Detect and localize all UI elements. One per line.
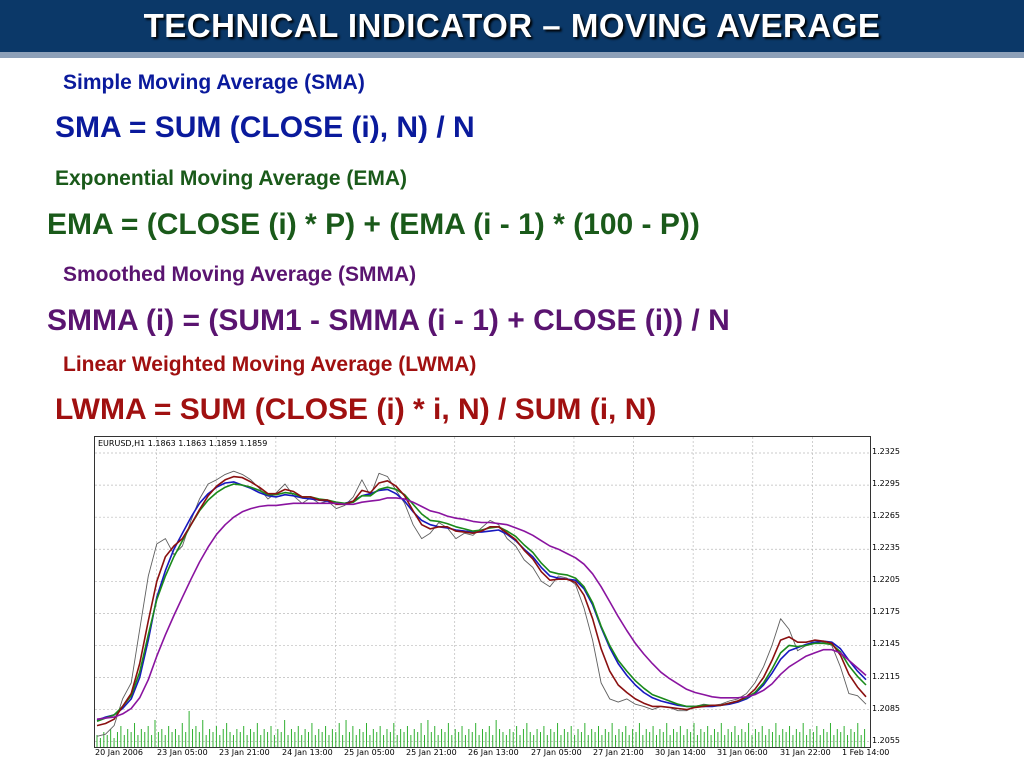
time-tick-label: 31 Jan 22:00 (780, 748, 831, 757)
title-bar (0, 0, 1024, 52)
price-tick-label: 1.2265 (872, 511, 900, 521)
price-tick-label: 1.2145 (872, 639, 900, 649)
price-tick-label: 1.2295 (872, 479, 900, 489)
time-tick-label: 20 Jan 2006 (95, 748, 143, 757)
time-tick-label: 25 Jan 21:00 (406, 748, 457, 757)
price-tick-label: 1.2325 (872, 447, 900, 457)
series-line-4 (96, 497, 867, 720)
smma-heading: Smoothed Moving Average (SMMA) (63, 263, 417, 286)
price-tick-label: 1.2175 (872, 607, 900, 617)
time-tick-label: 1 Feb 14:00 (842, 748, 890, 757)
time-tick-label: 23 Jan 05:00 (157, 748, 208, 757)
series-line-1 (96, 481, 867, 722)
ema-formula: EMA = (CLOSE (i) * P) + (EMA (i - 1) * (… (47, 208, 700, 241)
series-line-3 (96, 475, 867, 727)
lwma-formula: LWMA = SUM (CLOSE (i) * i, N) / SUM (i, … (55, 393, 657, 426)
chart-plot-svg (95, 437, 873, 747)
series-line-2 (96, 483, 867, 723)
time-tick-label: 23 Jan 21:00 (219, 748, 270, 757)
time-tick-label: 30 Jan 14:00 (655, 748, 706, 757)
sma-formula: SMA = SUM (CLOSE (i), N) / N (55, 111, 475, 144)
time-tick-label: 25 Jan 05:00 (344, 748, 395, 757)
page-title: TECHNICAL INDICATOR – MOVING AVERAGE (143, 7, 881, 44)
lwma-heading: Linear Weighted Moving Average (LWMA) (63, 353, 477, 376)
price-tick-label: 1.2085 (872, 703, 900, 713)
title-underline (0, 52, 1024, 58)
time-tick-label: 24 Jan 13:00 (282, 748, 333, 757)
ema-heading: Exponential Moving Average (EMA) (55, 167, 407, 190)
chart-symbol-info: EURUSD,H1 1.1863 1.1863 1.1859 1.1859 (98, 439, 268, 448)
time-tick-label: 27 Jan 21:00 (593, 748, 644, 757)
price-tick-label: 1.2055 (872, 735, 900, 745)
time-tick-label: 26 Jan 13:00 (468, 748, 519, 757)
price-tick-label: 1.2115 (872, 671, 900, 681)
series-line-0 (96, 470, 867, 737)
price-tick-label: 1.2235 (872, 543, 900, 553)
time-tick-label: 31 Jan 06:00 (717, 748, 768, 757)
sma-heading: Simple Moving Average (SMA) (63, 71, 365, 94)
smma-formula: SMMA (i) = (SUM1 - SMMA (i - 1) + CLOSE … (47, 304, 730, 337)
price-tick-label: 1.2205 (872, 575, 900, 585)
price-chart[interactable] (94, 436, 873, 748)
time-tick-label: 27 Jan 05:00 (531, 748, 582, 757)
